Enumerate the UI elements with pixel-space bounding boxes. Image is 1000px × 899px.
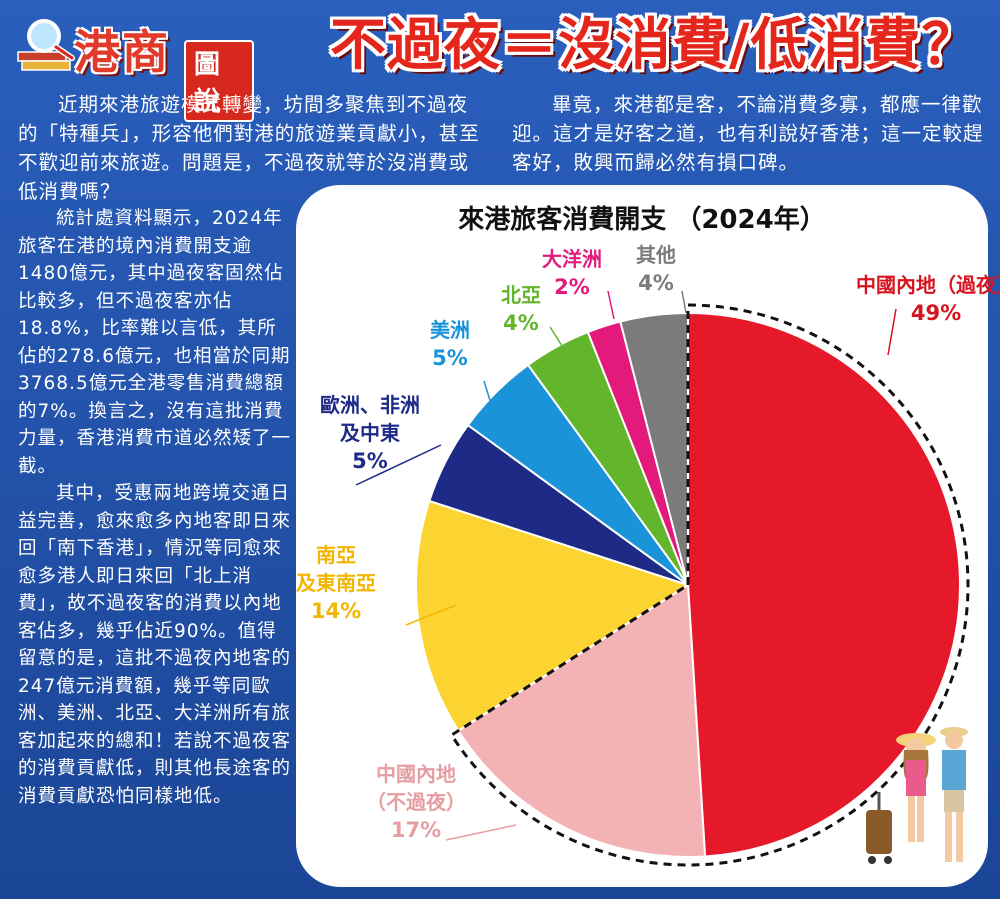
pie-chart bbox=[355, 290, 970, 867]
slice-label-line: 南亞 bbox=[316, 543, 356, 567]
slice-label-line: 5% bbox=[432, 346, 468, 370]
travelers-illustration bbox=[866, 727, 968, 864]
slice-label-line: 5% bbox=[352, 449, 388, 473]
slice-label-line: 北亞 bbox=[501, 283, 541, 307]
leader-line-0 bbox=[887, 308, 897, 356]
pie-slice-2 bbox=[415, 499, 691, 733]
slice-label-3: 歐洲、非洲及中東 5% bbox=[320, 391, 420, 475]
pie-slice-0 bbox=[687, 311, 961, 858]
brand-tag: 圖說 bbox=[184, 40, 254, 122]
slice-label-4: 美洲 5% bbox=[430, 316, 470, 372]
slice-label-line: 及東南亞 bbox=[296, 571, 376, 595]
brand-name: 港商 bbox=[74, 25, 170, 79]
slice-label-line: 4% bbox=[638, 271, 674, 295]
slice-label-line: 中國內地（過夜） bbox=[856, 273, 1000, 297]
headline: 不過夜＝沒消費/低消費？ bbox=[330, 13, 979, 78]
slice-label-line: 其他 bbox=[636, 243, 676, 267]
slice-label-line: 及中東 bbox=[340, 421, 400, 445]
slice-label-7: 其他 4% bbox=[636, 241, 676, 297]
slice-label-line: 17% bbox=[390, 818, 442, 842]
leader-line-1 bbox=[445, 824, 517, 841]
brand-logo: 港商 圖說 bbox=[14, 8, 254, 122]
leader-line-2 bbox=[405, 604, 457, 626]
chart-title: 來港旅客消費開支 （2024年） bbox=[458, 205, 826, 235]
leader-line-6 bbox=[607, 290, 615, 320]
slice-label-6: 大洋洲 2% bbox=[542, 245, 602, 301]
slice-label-2: 南亞及東南亞 14% bbox=[296, 541, 376, 625]
intro-paragraph-1: 近期來港旅遊模式轉變，坊間多聚焦到不過夜的「特種兵」，形容他們對港的旅遊業貢獻小… bbox=[18, 93, 480, 203]
body-paragraph-2: 其中，受惠兩地跨境交通日益完善，愈來愈多內地客即日來回「南下香港」，情況等同愈來… bbox=[18, 483, 292, 807]
slice-label-0: 中國內地（過夜） 49% bbox=[856, 271, 1000, 327]
mainland-highlight-outline bbox=[449, 303, 970, 867]
body-column: 統計處資料顯示，2024年旅客在港的境內消費開支逾1480億元，其中過夜客固然佔… bbox=[18, 205, 294, 810]
leader-line-3 bbox=[355, 444, 442, 486]
chart-panel: 來港旅客消費開支 （2024年） 中國內地（過夜） 49% 中國內地 （不過夜） 17%… bbox=[296, 185, 1000, 887]
magnifier-books-icon bbox=[17, 19, 75, 71]
slice-label-line: 49% bbox=[910, 301, 962, 325]
slice-label-line: 2% bbox=[554, 275, 590, 299]
pie-slice-1 bbox=[456, 583, 707, 858]
slice-label-1: 中國內地 （不過夜） 17% bbox=[366, 760, 466, 844]
leader-line-7 bbox=[681, 290, 687, 314]
slice-label-line: 中國內地 bbox=[376, 762, 456, 786]
slice-label-line: 歐洲、非洲 bbox=[320, 393, 420, 417]
slice-label-line: 美洲 bbox=[430, 318, 470, 342]
leader-line-4 bbox=[483, 380, 493, 408]
intro-paragraph-2: 畢竟，來港都是客，不論消費多寡，都應一律歡迎。這才是好客之道，也有利說好香港；這… bbox=[512, 93, 984, 174]
slice-label-line: 4% bbox=[503, 311, 539, 335]
slice-label-line: 14% bbox=[310, 599, 362, 623]
slice-label-line: 大洋洲 bbox=[542, 247, 602, 271]
slice-label-line: （不過夜） bbox=[366, 790, 466, 814]
leader-line-5 bbox=[549, 326, 565, 350]
body-paragraph-1: 統計處資料顯示，2024年旅客在港的境內消費開支逾1480億元，其中過夜客固然佔… bbox=[18, 208, 292, 477]
slice-label-5: 北亞 4% bbox=[501, 281, 541, 337]
